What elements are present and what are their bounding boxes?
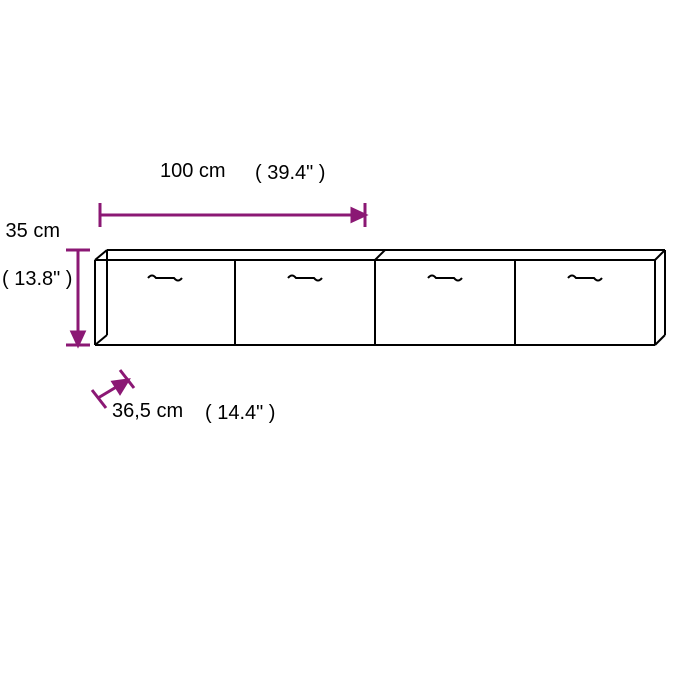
- dimension-diagram: [0, 0, 700, 700]
- depth-label-cm: 36,5 cm: [112, 400, 183, 423]
- width-label-in: ( 39.4" ): [255, 162, 325, 185]
- depth-label-in: ( 14.4" ): [205, 402, 275, 425]
- height-label-cm: 35 cm: [2, 220, 60, 243]
- height-label-in: ( 13.8" ): [2, 268, 64, 291]
- dimension-arrows: [66, 203, 365, 408]
- cabinet-drawing: [95, 250, 665, 345]
- width-label-cm: 100 cm: [160, 160, 226, 183]
